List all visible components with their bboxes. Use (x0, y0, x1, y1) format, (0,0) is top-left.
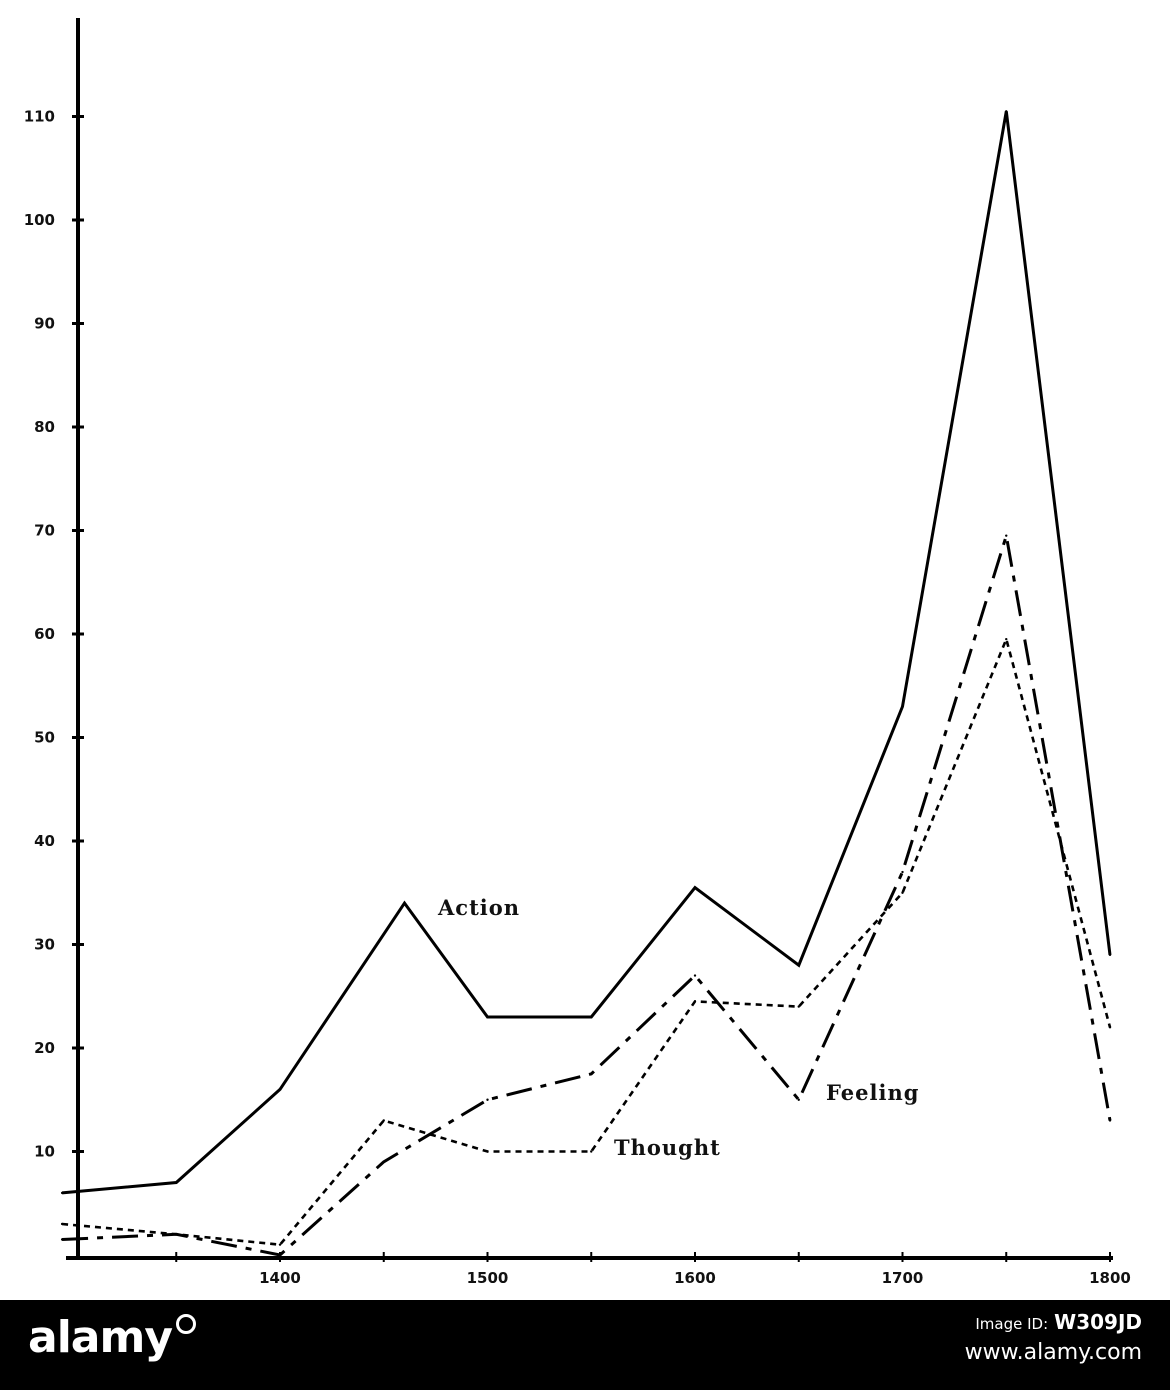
data-point-action (278, 1088, 282, 1091)
watermark-banner: alamy Image ID: W309JD www.alamy.com (0, 1300, 1170, 1390)
y-tick-label: 10 (34, 1143, 55, 1161)
data-point-action (693, 886, 697, 889)
data-point-action (590, 1015, 593, 1019)
image-id-value: W309JD (1054, 1310, 1142, 1334)
y-ticks: 10 20 30 40 50 60 70 80 90 100 110 (24, 108, 84, 1161)
data-point-thought (590, 1150, 593, 1153)
data-point-thought (1108, 1026, 1112, 1029)
data-point-feeling (382, 1160, 385, 1164)
image-id-block: Image ID: W309JD www.alamy.com (965, 1310, 1142, 1365)
x-tick-label: 1500 (467, 1269, 509, 1287)
alamy-logo-text: alamy (28, 1312, 173, 1363)
line-chart: 10 20 30 40 50 60 70 80 90 100 110 1400 1500 1600 170… (24, 18, 1131, 1287)
data-point-thought (60, 1222, 64, 1226)
data-point-action (1108, 953, 1112, 957)
y-tick-label: 40 (34, 832, 55, 850)
y-tick-label: 60 (34, 625, 55, 643)
data-point-feeling (486, 1098, 489, 1101)
series-label-feeling: Feeling (826, 1080, 919, 1105)
data-point-action (486, 1015, 489, 1019)
data-point-action (1005, 110, 1008, 113)
data-point-thought (382, 1119, 385, 1122)
data-point-thought (901, 891, 904, 894)
data-point-feeling (1005, 534, 1008, 537)
y-tick-label: 70 (34, 522, 55, 540)
chart-area: 10 20 30 40 50 60 70 80 90 100 110 1400 1500 1600 170… (23, 18, 1131, 1287)
data-point-thought (797, 1005, 800, 1008)
data-point-feeling (278, 1253, 282, 1257)
data-point-thought (1005, 637, 1008, 641)
data-point-thought (693, 1000, 697, 1003)
x-ticks: 1400 1500 1600 1700 1800 (175, 1252, 1131, 1287)
image-id-label: Image ID: (975, 1315, 1049, 1333)
x-tick-label: 1800 (1089, 1269, 1131, 1287)
series-line-thought (61, 635, 1112, 1247)
series-line-action (61, 111, 1112, 1195)
series-label-action: Action (437, 895, 520, 920)
data-point-feeling (693, 974, 697, 977)
data-point-thought (175, 1233, 178, 1236)
x-tick-label: 1600 (674, 1269, 716, 1287)
x-tick-label: 1700 (882, 1269, 924, 1287)
data-point-action (797, 964, 800, 967)
alamy-logo-mark-icon (176, 1314, 196, 1334)
data-point-action (403, 901, 406, 905)
data-point-feeling (901, 870, 904, 874)
series-line-feeling (62, 535, 1112, 1257)
data-point-thought (486, 1150, 489, 1153)
y-tick-label: 50 (34, 729, 55, 747)
alamy-logo: alamy (28, 1312, 196, 1363)
series-label-thought: Thought (614, 1135, 721, 1160)
data-point-action (60, 1191, 64, 1195)
y-tick-label: 20 (34, 1039, 55, 1057)
data-point-thought (278, 1243, 282, 1246)
data-point-feeling (60, 1238, 64, 1241)
series-lines (60, 110, 1112, 1257)
data-point-feeling (797, 1098, 800, 1101)
x-tick-label: 1400 (259, 1269, 301, 1287)
y-tick-label: 100 (24, 211, 55, 229)
data-point-action (901, 705, 904, 708)
y-tick-label: 80 (34, 418, 55, 436)
data-point-feeling (1108, 1119, 1112, 1122)
y-tick-label: 110 (24, 108, 55, 126)
alamy-url: www.alamy.com (964, 1340, 1142, 1365)
data-point-feeling (590, 1072, 593, 1076)
data-point-action (175, 1181, 178, 1184)
y-tick-label: 30 (34, 936, 55, 954)
y-tick-label: 90 (34, 315, 55, 333)
